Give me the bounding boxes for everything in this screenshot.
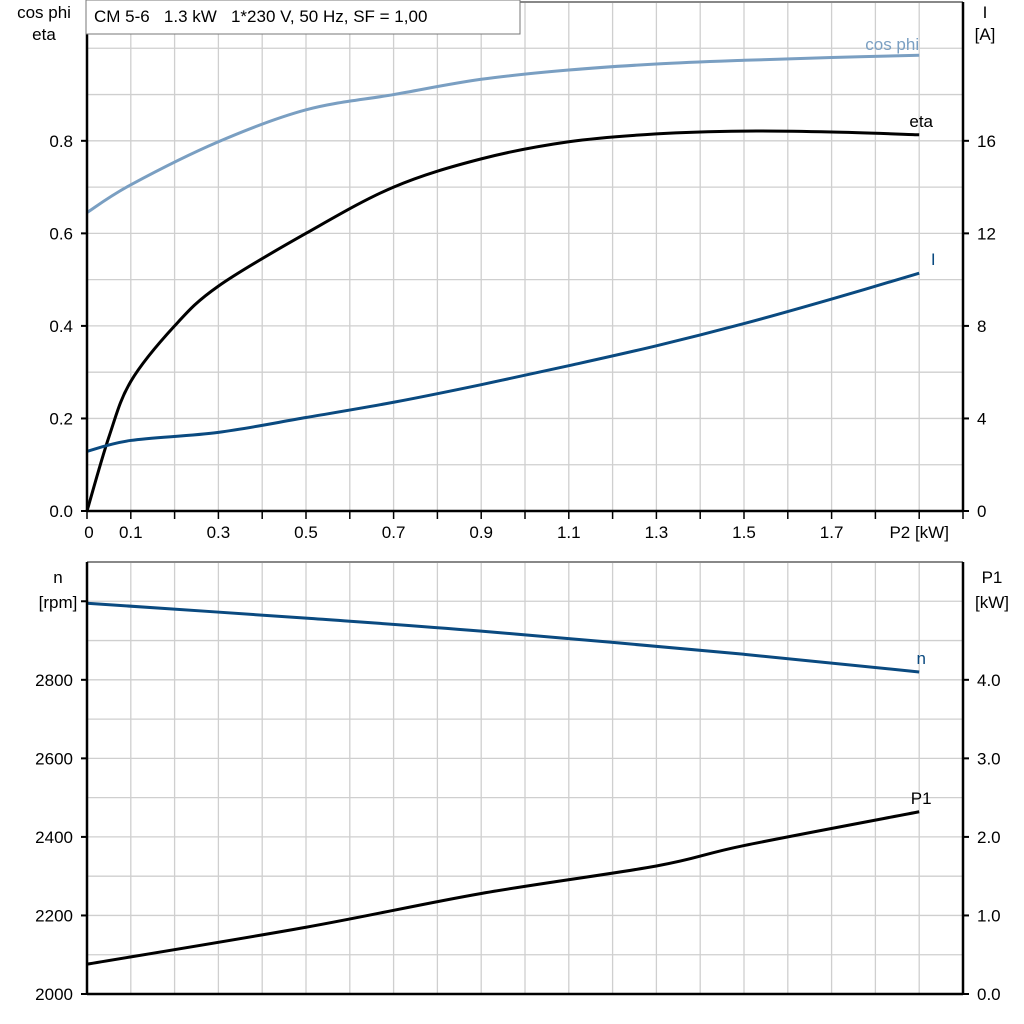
y-right-axis-label: [A] — [975, 25, 996, 44]
y-right-tick-label: 3.0 — [977, 749, 1001, 768]
title-box: CM 5-6 1.3 kW 1*230 V, 50 Hz, SF = 1,00 — [85, 0, 521, 35]
y-left-tick-label: 0.4 — [49, 317, 73, 336]
y-left-tick-label: 0.6 — [49, 224, 73, 243]
y-left-tick-label: 0.0 — [49, 502, 73, 521]
y-right-tick-label: 16 — [977, 132, 996, 151]
x-tick-label: 0.5 — [294, 523, 318, 542]
series-label: n — [916, 649, 925, 668]
y-right-tick-label: 4 — [977, 409, 986, 428]
y-right-axis-label: I — [983, 3, 988, 22]
y-left-tick-label: 2400 — [35, 828, 73, 847]
y-left-tick-label: 0.2 — [49, 409, 73, 428]
x-tick-label: 0.1 — [119, 523, 143, 542]
top-grid — [87, 1, 963, 511]
curve-n — [86, 601, 920, 674]
y-right-axis-label: [kW] — [975, 593, 1009, 612]
x-tick-label: 0.3 — [207, 523, 231, 542]
series-label: cos phi — [865, 35, 919, 54]
curve-p1 — [86, 810, 920, 966]
x-tick-label: 1.7 — [820, 523, 844, 542]
series-label: P1 — [911, 789, 932, 808]
axes: 0.0 0.2 0.4 0.6 0.8 0 4 8 12 16 cos phi eta I [A] 2000… — [17, 2, 1009, 1004]
y-right-tick-label: 12 — [977, 224, 996, 243]
curves: cos phi eta In P1 — [85, 35, 936, 966]
y-left-tick-label: 2200 — [35, 906, 73, 925]
y-right-tick-label: 4.0 — [977, 671, 1001, 690]
y-left-tick-label: 0.8 — [49, 132, 73, 151]
x-tick-label: 1.1 — [557, 523, 581, 542]
chart-title: CM 5-6 1.3 kW 1*230 V, 50 Hz, SF = 1,00 — [94, 7, 427, 26]
series-label: eta — [909, 112, 933, 131]
y-left-axis-label: [rpm] — [39, 593, 78, 612]
y-left-tick-label: 2600 — [35, 749, 73, 768]
bottom-grid — [87, 561, 963, 994]
x-tick-label: 0.7 — [382, 523, 406, 542]
y-left-tick-label: 2000 — [35, 985, 73, 1004]
y-right-tick-label: 8 — [977, 317, 986, 336]
x-tick-label: 0.9 — [469, 523, 493, 542]
x-tick-label: 1.3 — [645, 523, 669, 542]
x-tick-label: 1.5 — [732, 523, 756, 542]
y-left-axis-label: cos phi — [17, 3, 71, 22]
y-right-tick-label: 1.0 — [977, 906, 1001, 925]
y-left-axis-label: eta — [32, 25, 56, 44]
series-label: I — [931, 250, 936, 269]
y-right-axis-label: P1 — [982, 568, 1003, 587]
y-left-tick-label: 2800 — [35, 671, 73, 690]
y-right-tick-label: 0 — [977, 502, 986, 521]
curve-i — [86, 271, 920, 453]
x-tick-label: 0 — [84, 523, 93, 542]
curve-eta — [85, 129, 920, 512]
x-axis-label: P2 [kW] — [889, 523, 949, 542]
y-left-axis-label: n — [53, 568, 62, 587]
curve-cos-phi — [86, 53, 920, 214]
y-right-tick-label: 0.0 — [977, 985, 1001, 1004]
y-right-tick-label: 2.0 — [977, 828, 1001, 847]
